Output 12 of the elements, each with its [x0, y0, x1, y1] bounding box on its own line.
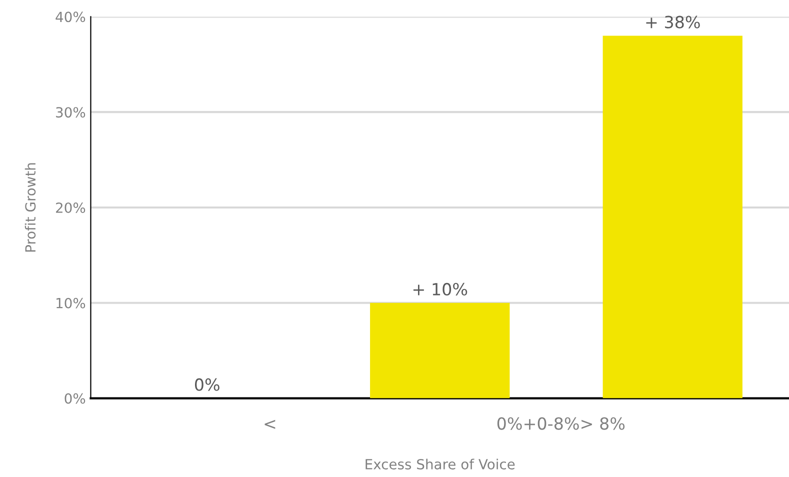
- y-axis-title: Profit Growth: [24, 163, 36, 252]
- text: 0%+0-8%> 8%: [497, 417, 625, 430]
- text: <: [264, 420, 276, 429]
- y-tick-label: 20%: [56, 202, 86, 213]
- data-label: + 38%: [646, 16, 700, 28]
- y-tick-label: 30%: [56, 107, 86, 118]
- y-tick-label: 0%: [64, 393, 86, 404]
- data-label: 0%: [194, 378, 220, 391]
- x-axis-title: Excess Share of Voice: [366, 458, 515, 470]
- y-tick-label: 10%: [56, 298, 86, 308]
- y-tick-label: 40%: [56, 12, 86, 22]
- data-label: + 10%: [413, 282, 468, 296]
